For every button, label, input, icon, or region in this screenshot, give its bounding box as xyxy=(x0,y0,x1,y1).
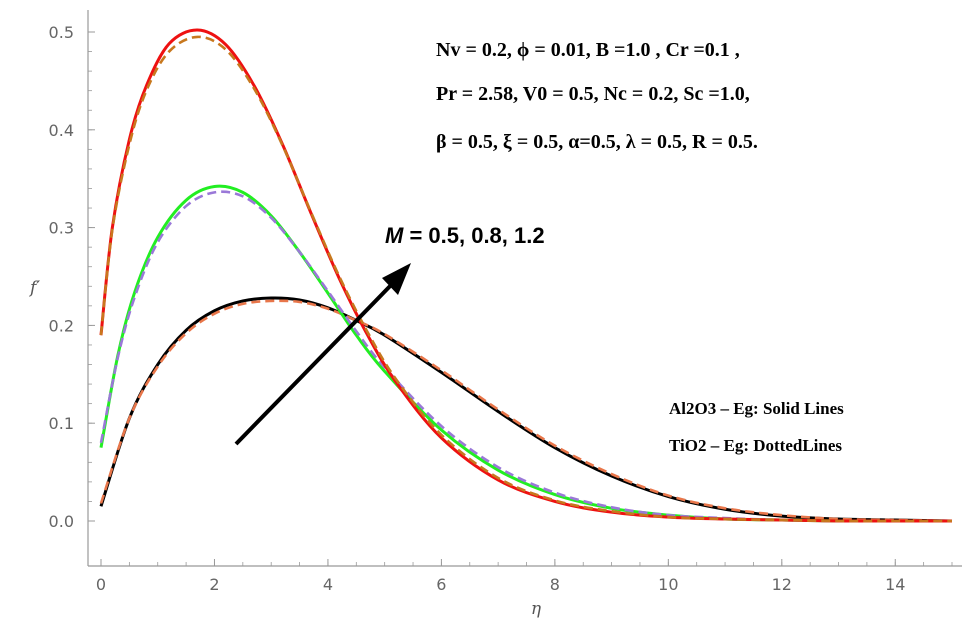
y-tick-label: 0.2 xyxy=(49,316,74,335)
y-tick-label: 0.1 xyxy=(49,414,74,433)
y-tick-label: 0.0 xyxy=(49,512,74,531)
m-variable: M xyxy=(385,223,404,248)
increase-arrow-shaft xyxy=(234,278,398,446)
params-line-3: β = 0.5, ξ = 0.5, α=0.5, λ = 0.5, R = 0.… xyxy=(436,131,758,153)
x-axis-label: η xyxy=(531,599,542,619)
series-line-tio2-m-0-5 xyxy=(99,35,952,523)
y-tick-label: 0.5 xyxy=(49,23,74,42)
x-tick-label: 6 xyxy=(436,575,446,594)
ticks: 0.0 0.1 0.2 0.3 0.4 0.5 0 2 4 6 8 10 12 14 xyxy=(49,23,953,594)
x-tick-label: 14 xyxy=(885,575,905,594)
x-tick-label: 2 xyxy=(209,575,219,594)
m-values-label: M = 0.5, 0.8, 1.2 xyxy=(385,223,545,248)
y-tick-label: 0.4 xyxy=(49,121,74,140)
axes xyxy=(87,10,962,567)
x-tick-label: 4 xyxy=(323,575,333,594)
increase-arrow-head xyxy=(382,263,411,295)
y-axis-label: f′ xyxy=(28,278,40,298)
x-tick-label: 12 xyxy=(772,575,792,594)
series-line-tio2-m-1-2 xyxy=(99,299,953,523)
params-line-1: Nv = 0.2, ϕ = 0.01, B =1.0 , Cr =0.1 , xyxy=(436,39,740,61)
curves xyxy=(99,28,953,523)
x-tick-label: 8 xyxy=(550,575,560,594)
m-values: = 0.5, 0.8, 1.2 xyxy=(403,223,544,248)
series-line-tio2-m-0-8 xyxy=(99,190,952,523)
legend-line-1: Al2O3 – Eg: Solid Lines xyxy=(669,399,844,418)
y-tick-label: 0.3 xyxy=(49,219,74,238)
x-tick-label: 0 xyxy=(96,575,106,594)
params-line-2: Pr = 2.58, V0 = 0.5, Nc = 0.2, Sc =1.0, xyxy=(436,83,750,105)
legend-line-2: TiO2 – Eg: DottedLines xyxy=(669,436,842,455)
x-tick-label: 10 xyxy=(658,575,678,594)
